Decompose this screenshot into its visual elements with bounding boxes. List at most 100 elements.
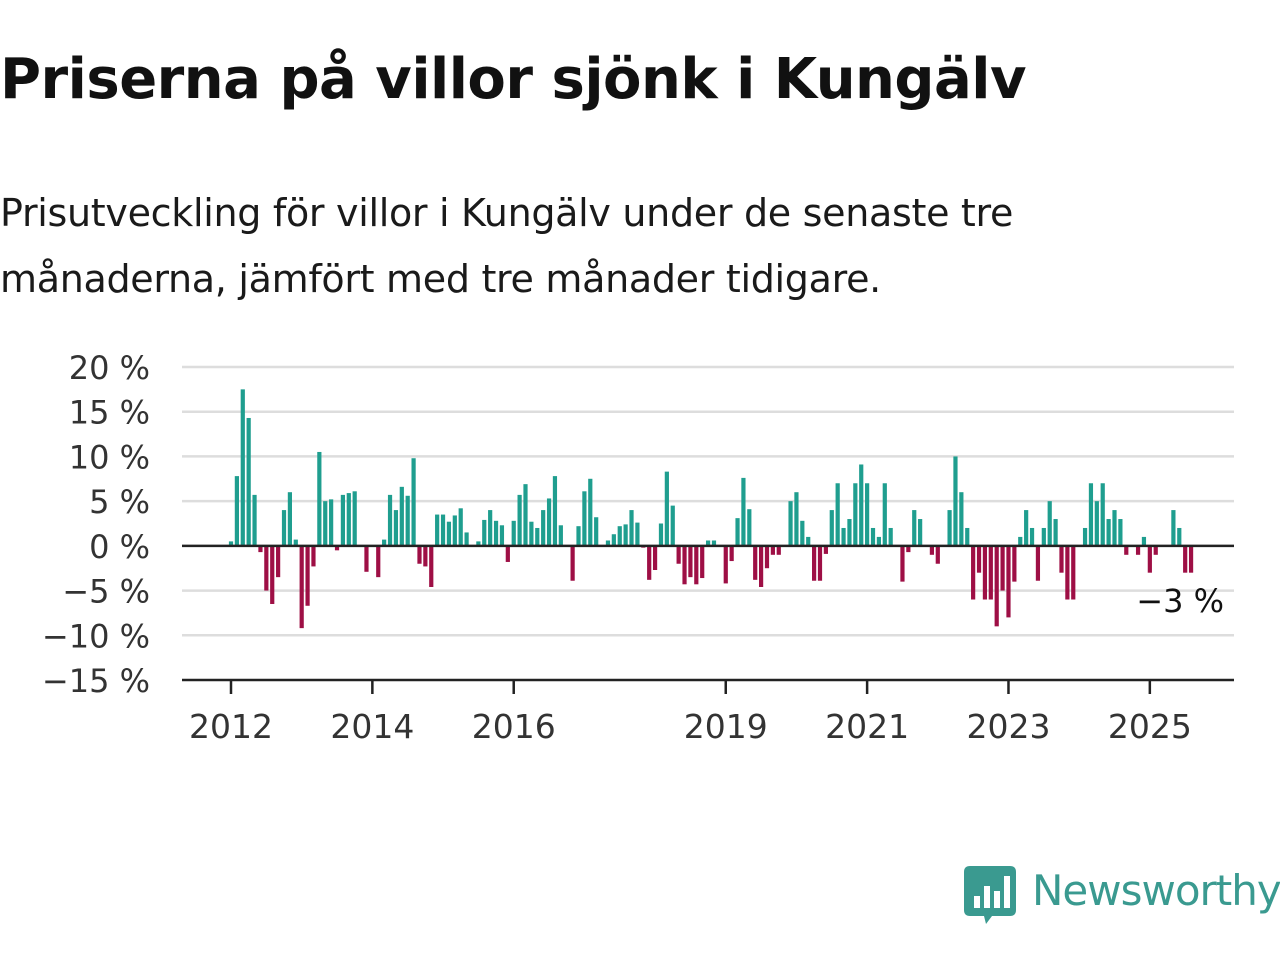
bar — [988, 545, 993, 600]
bar — [1153, 545, 1158, 555]
bar — [829, 510, 834, 546]
bar — [959, 492, 964, 546]
bar — [1171, 510, 1176, 546]
bar — [605, 540, 611, 546]
bar — [759, 545, 764, 587]
bar — [1188, 545, 1194, 573]
y-tick-label: 0 % — [89, 528, 150, 566]
bar — [440, 514, 446, 546]
bar — [711, 540, 717, 546]
bar — [888, 527, 893, 546]
bar — [770, 545, 775, 555]
y-tick-label: −10 % — [42, 617, 150, 655]
bar — [1118, 519, 1123, 546]
bar — [234, 476, 239, 546]
bar — [535, 527, 540, 546]
bar — [246, 417, 251, 546]
bar — [764, 545, 770, 569]
bar — [228, 541, 234, 546]
bar — [965, 527, 970, 546]
bar — [682, 545, 687, 585]
bar — [317, 451, 322, 546]
bar — [694, 545, 699, 585]
bar — [835, 483, 840, 546]
bar — [429, 545, 434, 587]
bar — [1147, 545, 1152, 573]
bar — [493, 520, 499, 546]
bar — [1041, 527, 1046, 546]
bar — [882, 483, 887, 546]
bar — [311, 545, 316, 567]
bar — [1088, 483, 1094, 546]
bar — [499, 525, 505, 546]
bar — [617, 526, 622, 546]
bar — [1024, 510, 1029, 546]
x-tick-label: 2023 — [966, 707, 1050, 746]
bar — [700, 545, 705, 579]
bar — [876, 536, 881, 546]
bar — [1082, 527, 1088, 546]
bar — [859, 464, 864, 546]
bar — [594, 517, 599, 546]
bar — [1029, 527, 1035, 546]
bar — [1141, 536, 1147, 546]
bar — [788, 501, 793, 546]
bar — [252, 494, 257, 546]
bar — [488, 510, 493, 546]
bar — [676, 545, 681, 564]
bar — [1094, 501, 1099, 546]
bar — [411, 458, 416, 546]
bar — [576, 526, 581, 546]
bar — [281, 510, 287, 546]
bar — [1000, 545, 1005, 591]
bar — [688, 545, 693, 578]
bar — [482, 519, 487, 546]
bar — [753, 545, 758, 580]
bar — [523, 484, 528, 546]
bar — [552, 476, 558, 546]
bar — [387, 494, 393, 546]
bar — [947, 510, 952, 546]
bar — [417, 545, 422, 564]
newsworthy-logo: Newsworthy — [962, 864, 1280, 928]
bar — [517, 494, 522, 546]
bar — [511, 520, 516, 546]
bar — [1053, 519, 1058, 546]
bar — [1135, 545, 1141, 555]
bar — [900, 545, 905, 582]
bar — [800, 520, 805, 546]
bar — [446, 521, 452, 546]
bar — [806, 536, 811, 546]
bar — [582, 491, 587, 546]
bar — [670, 505, 675, 546]
bar — [812, 545, 817, 581]
bar — [1183, 545, 1188, 573]
bar — [1106, 519, 1111, 546]
y-tick-label: −5 % — [62, 573, 150, 611]
bar — [1124, 545, 1129, 555]
bar — [364, 545, 369, 572]
bar — [405, 495, 410, 546]
bar — [729, 545, 734, 562]
bar — [635, 522, 640, 546]
bar — [1018, 536, 1023, 546]
bar — [1071, 545, 1076, 600]
bar — [976, 545, 982, 573]
y-tick-label: 15 % — [69, 394, 150, 432]
bar — [953, 456, 958, 546]
bar — [664, 471, 669, 546]
bar — [588, 478, 593, 546]
bar — [570, 545, 575, 581]
bar — [853, 483, 858, 546]
bar — [971, 545, 976, 600]
bar — [906, 545, 911, 553]
annotations: −3 % — [1136, 582, 1224, 620]
bar — [611, 534, 616, 546]
bar — [376, 545, 381, 578]
bar — [340, 494, 346, 546]
bar — [776, 545, 781, 555]
bar — [270, 545, 275, 604]
bars — [228, 389, 1194, 629]
bar — [476, 541, 481, 546]
x-axis-labels: 2012 2014 2016 2019 2021 2023 2025 — [189, 680, 1192, 746]
